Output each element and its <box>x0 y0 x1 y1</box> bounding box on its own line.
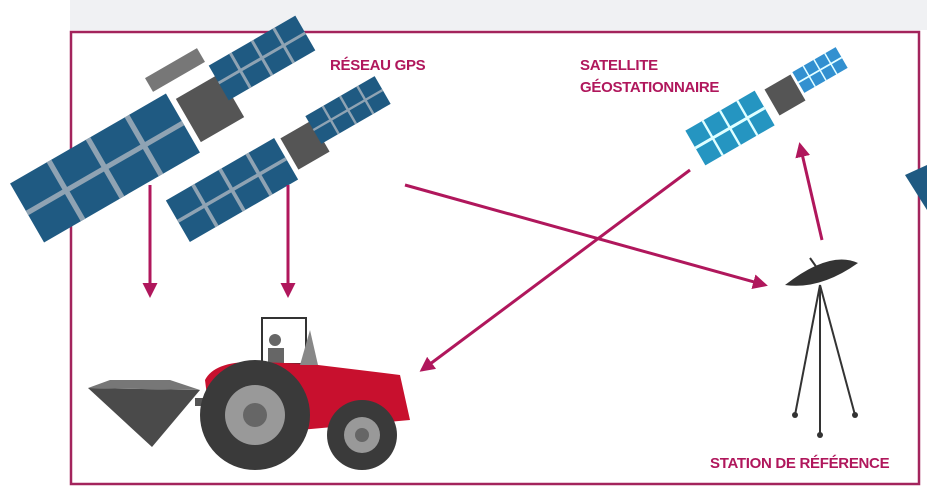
signal-arrows <box>142 142 824 372</box>
gps-satellite-part <box>10 94 200 243</box>
top-band <box>70 0 927 30</box>
signal-arrows-part <box>404 183 768 290</box>
reference-station-part <box>794 284 821 416</box>
tractor <box>88 317 410 470</box>
gps-satellite-part <box>304 74 392 146</box>
tractor-part <box>243 403 267 427</box>
geostationary-satellite <box>683 46 849 167</box>
reference-station-part <box>819 284 856 416</box>
frame <box>69 30 921 486</box>
partial-satellite <box>905 165 927 210</box>
signal-arrows-part <box>795 142 824 241</box>
reference-station <box>785 257 858 438</box>
tractor-part <box>269 334 281 346</box>
label: RÉSEAU GPS <box>330 57 426 74</box>
signal-arrows-part <box>419 168 691 372</box>
reference-station-part <box>817 432 823 438</box>
geostationary-satellite-part <box>764 74 806 116</box>
reference-station-part <box>809 257 823 276</box>
gps-satellite <box>10 14 317 243</box>
label: STATION DE RÉFÉRENCE <box>710 455 890 472</box>
tractor-part <box>88 380 200 390</box>
tractor-part <box>300 330 318 365</box>
tractor-part <box>88 388 200 447</box>
geostationary-satellite-part <box>791 46 849 94</box>
geostationary-satellite-part <box>683 89 777 167</box>
label: SATELLITE <box>580 57 658 74</box>
reference-station-part <box>852 412 858 418</box>
reference-station-part <box>792 412 798 418</box>
gps-satellite-part <box>145 48 205 92</box>
tractor-part <box>355 428 369 442</box>
gps-satellite <box>164 74 392 244</box>
label: GÉOSTATIONNAIRE <box>580 79 719 96</box>
tractor-part <box>268 348 284 366</box>
